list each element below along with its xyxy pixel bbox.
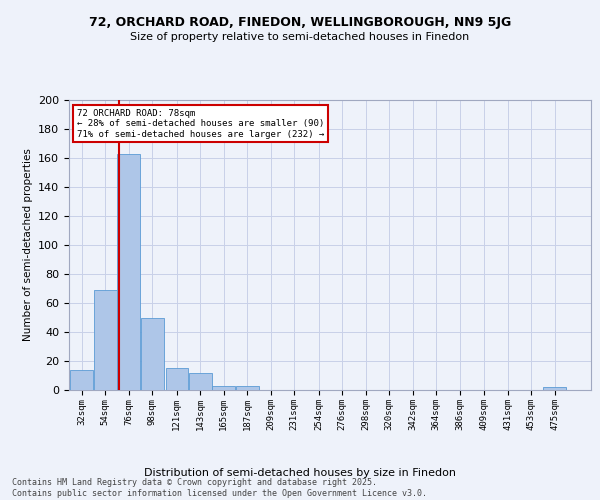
Bar [141, 318, 164, 390]
Bar [212, 386, 235, 390]
Text: Contains HM Land Registry data © Crown copyright and database right 2025.
Contai: Contains HM Land Registry data © Crown c… [12, 478, 427, 498]
Text: Distribution of semi-detached houses by size in Finedon: Distribution of semi-detached houses by … [144, 468, 456, 477]
Y-axis label: Number of semi-detached properties: Number of semi-detached properties [23, 148, 32, 342]
Bar [236, 386, 259, 390]
Bar [94, 290, 116, 390]
Text: Size of property relative to semi-detached houses in Finedon: Size of property relative to semi-detach… [130, 32, 470, 42]
Bar [70, 370, 93, 390]
Text: 72, ORCHARD ROAD, FINEDON, WELLINGBOROUGH, NN9 5JG: 72, ORCHARD ROAD, FINEDON, WELLINGBOROUG… [89, 16, 511, 29]
Bar [544, 387, 566, 390]
Bar [118, 154, 140, 390]
Text: 72 ORCHARD ROAD: 78sqm
← 28% of semi-detached houses are smaller (90)
71% of sem: 72 ORCHARD ROAD: 78sqm ← 28% of semi-det… [77, 108, 324, 138]
Bar [166, 368, 188, 390]
Bar [189, 372, 212, 390]
